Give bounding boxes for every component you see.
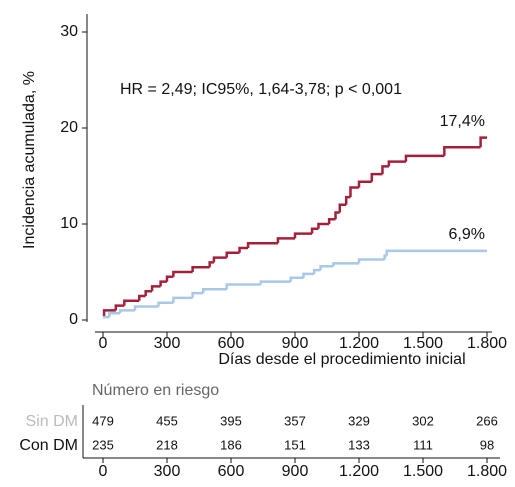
y-tick-label: 30: [60, 23, 78, 40]
step-segment: [289, 276, 304, 282]
step-segment: [404, 154, 445, 162]
x-tick-label: 0: [99, 335, 108, 352]
step-segment: [327, 217, 336, 224]
y-tick-label: 10: [60, 215, 78, 232]
step-segment: [310, 227, 319, 234]
risk-table-tick-label: 300: [154, 463, 181, 480]
step-segment: [387, 160, 406, 167]
x-tick-label: 1.500: [403, 335, 443, 352]
risk-row-label: Sin DM: [26, 413, 78, 430]
step-segment: [238, 246, 249, 253]
step-segment: [302, 272, 315, 278]
risk-table-tick-label: 1.200: [339, 463, 379, 480]
step-segment: [443, 145, 481, 156]
step-segment: [276, 237, 295, 244]
risk-value: 395: [220, 413, 242, 428]
step-segment: [334, 211, 340, 220]
step-segment: [385, 249, 487, 256]
step-segment: [208, 261, 214, 268]
step-segment: [123, 299, 140, 306]
x-tick-label: 300: [154, 335, 181, 352]
x-tick-label: 600: [218, 335, 245, 352]
step-segment: [212, 256, 227, 263]
end-label: 6,9%: [449, 226, 485, 243]
step-segment: [157, 301, 174, 307]
step-segment: [108, 312, 121, 318]
x-tick-label: 900: [282, 335, 309, 352]
step-segment: [225, 283, 261, 290]
step-segment: [479, 136, 487, 148]
x-tick-label: 1.200: [339, 335, 379, 352]
risk-value: 455: [156, 413, 178, 428]
step-segment: [383, 254, 387, 260]
step-segment: [102, 309, 116, 318]
risk-value: 218: [156, 437, 178, 452]
step-segment: [381, 165, 389, 175]
risk-value: 266: [476, 413, 498, 428]
step-segment: [293, 232, 313, 239]
x-tick-label: 1.800: [467, 335, 507, 352]
step-segment: [172, 296, 193, 303]
risk-value: 479: [92, 413, 114, 428]
end-label: 17,4%: [440, 113, 485, 130]
step-segment: [144, 289, 153, 296]
step-segment: [165, 275, 174, 282]
y-tick-label: 20: [60, 119, 78, 136]
risk-table-tick-label: 900: [282, 463, 309, 480]
step-segment: [357, 258, 385, 264]
step-segment: [319, 264, 334, 271]
x-axis-label: Días desde el procedimiento inicial: [218, 351, 465, 368]
risk-value: 357: [284, 413, 306, 428]
risk-table-tick-label: 600: [218, 463, 245, 480]
risk-table-tick-label: 1.500: [403, 463, 443, 480]
step-segment: [225, 251, 240, 258]
risk-row-label: Con DM: [19, 437, 78, 454]
risk-value: 111: [413, 437, 433, 452]
risk-value: 186: [220, 437, 242, 452]
risk-value: 329: [348, 413, 370, 428]
step-segment: [133, 305, 159, 311]
step-segment: [114, 304, 125, 311]
step-segment: [349, 186, 359, 198]
risk-value: 235: [92, 437, 114, 452]
step-segment: [138, 294, 146, 301]
step-segment: [150, 285, 161, 292]
step-segment: [159, 280, 167, 287]
step-segment: [312, 268, 321, 274]
step-segment: [202, 288, 227, 294]
y-tick-label: 0: [69, 311, 78, 328]
step-segment: [370, 172, 383, 182]
step-segment: [344, 195, 351, 205]
risk-table-tick-label: 1.800: [467, 463, 507, 480]
step-segment: [191, 291, 204, 298]
risk-value: 302: [412, 413, 434, 428]
step-segment: [317, 222, 330, 229]
risk-table-tick-label: 0: [99, 463, 108, 480]
step-segment: [259, 280, 291, 285]
y-axis-label: Incidencia acumulada, %: [21, 71, 38, 249]
step-segment: [338, 203, 347, 213]
step-segment: [332, 262, 359, 267]
risk-table-title: Número en riesgo: [92, 382, 219, 399]
step-segment: [357, 180, 372, 188]
annotation: HR = 2,49; IC95%, 1,64-3,78; p < 0,001: [120, 81, 402, 98]
step-segment: [172, 270, 193, 277]
step-segment: [118, 309, 135, 314]
step-segment: [191, 265, 210, 272]
risk-value: 151: [284, 437, 306, 452]
risk-value: 98: [480, 437, 494, 452]
step-segment: [246, 241, 278, 248]
risk-value: 133: [348, 437, 370, 452]
